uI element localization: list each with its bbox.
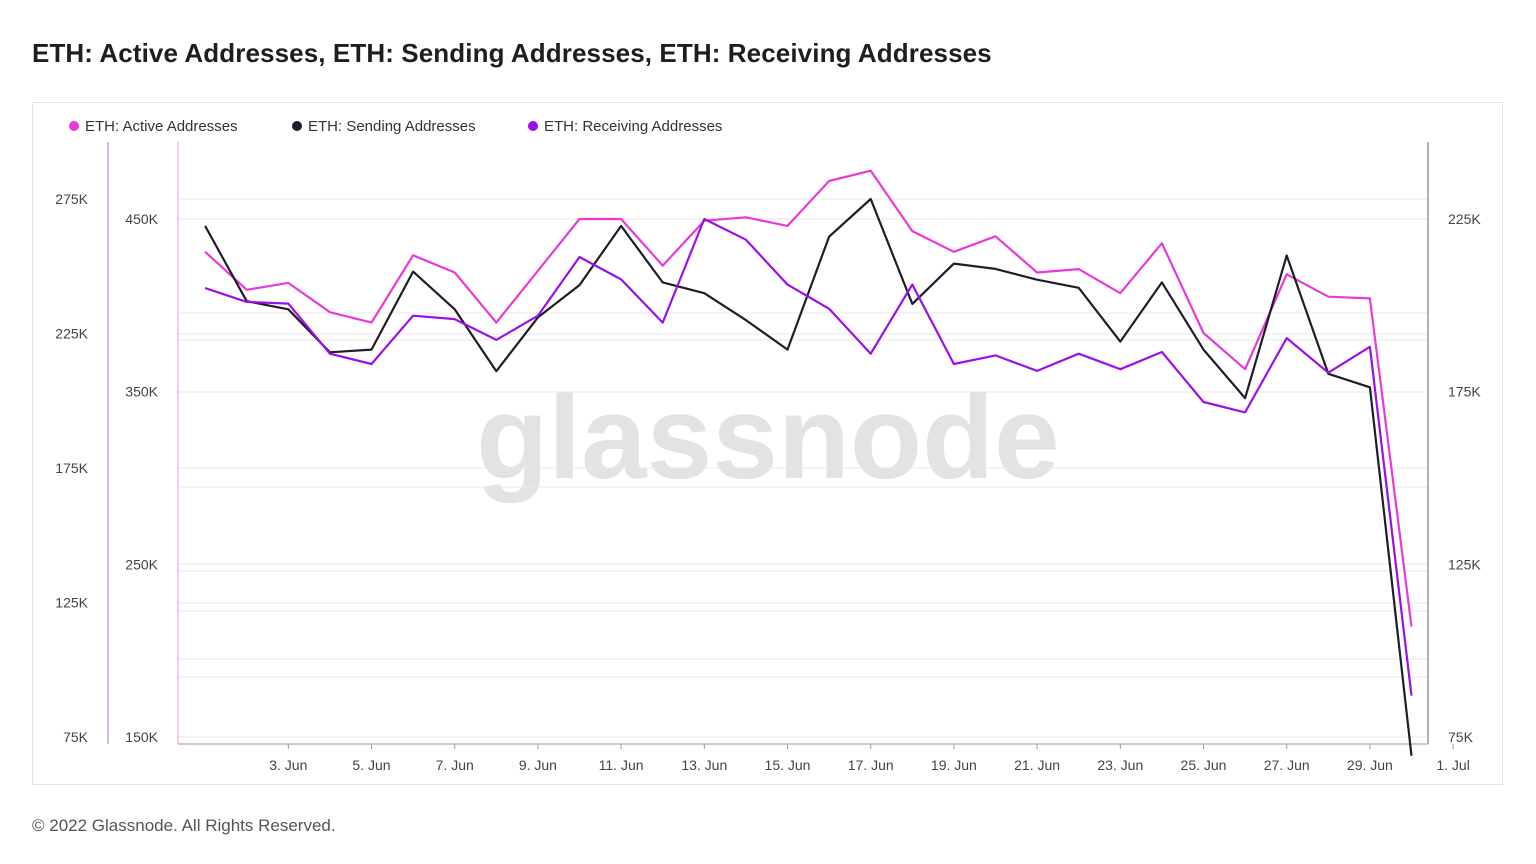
x-tick-label: 23. Jun (1097, 757, 1143, 773)
x-tick-label: 15. Jun (765, 757, 811, 773)
x-tick-label: 17. Jun (848, 757, 894, 773)
x-tick-label: 11. Jun (599, 757, 644, 773)
x-tick-label: 29. Jun (1347, 757, 1393, 773)
x-tick-label: 7. Jun (436, 757, 474, 773)
x-tick-label: 5. Jun (352, 757, 390, 773)
legend-marker-receiving (528, 121, 538, 131)
y-tick-label-right: 225K (1448, 211, 1481, 227)
y-tick-label-right: 75K (1448, 729, 1474, 745)
axes: 75K 125K 175K 225K 275K 150K 250K 350K 450K 75K 12… (55, 142, 1481, 773)
watermark: glassnode (476, 372, 1060, 504)
chart-frame (32, 102, 1503, 785)
legend-label-active: ETH: Active Addresses (85, 118, 238, 135)
y-tick-label-left-inner: 250K (125, 556, 158, 572)
x-tick-label: 9. Jun (519, 757, 557, 773)
series-line-sending (204, 197, 1413, 756)
x-tick-label: 27. Jun (1264, 757, 1310, 773)
y-tick-label-right: 175K (1448, 384, 1481, 400)
x-tick-label: 13. Jun (681, 757, 727, 773)
gridlines (178, 198, 1428, 738)
legend-label-sending: ETH: Sending Addresses (308, 118, 476, 135)
y-tick-label-left-outer: 175K (55, 460, 88, 476)
x-tick-label: 21. Jun (1014, 757, 1060, 773)
series-line-active (204, 169, 1413, 627)
y-tick-label-left-outer: 75K (63, 729, 89, 745)
chart-title: ETH: Active Addresses, ETH: Sending Addr… (32, 38, 992, 68)
y-tick-label-right: 125K (1448, 556, 1481, 572)
y-tick-label-left-outer: 225K (55, 326, 88, 342)
y-tick-label-left-outer: 125K (55, 595, 88, 611)
y-tick-label-left-inner: 150K (125, 729, 158, 745)
copyright-footer: © 2022 Glassnode. All Rights Reserved. (32, 816, 336, 835)
series-lines (204, 169, 1413, 756)
legend-marker-sending (292, 121, 302, 131)
x-tick-label: 1. Jul (1436, 757, 1469, 773)
y-tick-label-left-inner: 350K (125, 384, 158, 400)
legend-label-receiving: ETH: Receiving Addresses (544, 118, 722, 135)
legend-marker-active (69, 121, 79, 131)
x-tick-label: 3. Jun (269, 757, 307, 773)
y-tick-label-left-outer: 275K (55, 191, 88, 207)
y-tick-label-left-inner: 450K (125, 211, 158, 227)
x-tick-label: 19. Jun (931, 757, 977, 773)
legend: ETH: Active Addresses ETH: Sending Addres… (69, 118, 722, 135)
x-tick-label: 25. Jun (1181, 757, 1227, 773)
series-line-receiving (204, 217, 1413, 696)
